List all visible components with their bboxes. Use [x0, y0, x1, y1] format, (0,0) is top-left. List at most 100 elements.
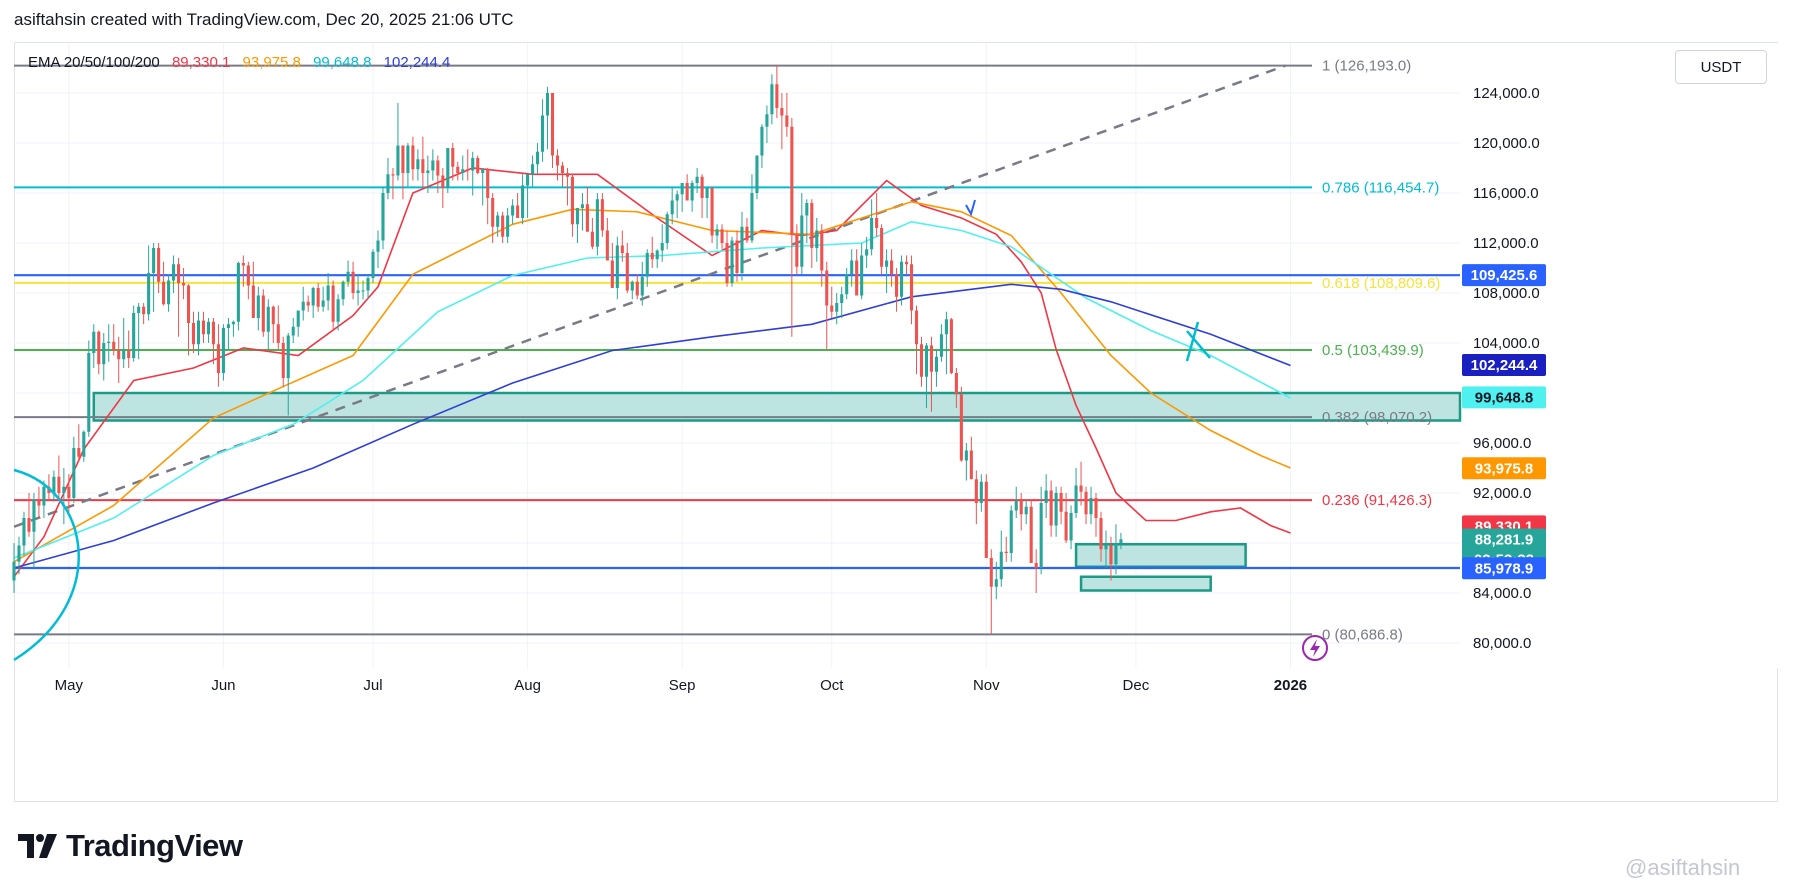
candle: [391, 168, 395, 200]
candle: [720, 224, 724, 250]
candle: [600, 193, 604, 237]
candle-body: [590, 231, 594, 247]
candle: [680, 183, 684, 212]
candle: [825, 261, 829, 350]
candle: [590, 218, 594, 250]
candle: [216, 324, 220, 387]
candle-body: [296, 310, 300, 327]
candle: [755, 155, 759, 200]
candle-body: [181, 283, 186, 286]
candle-body: [635, 281, 639, 296]
candle: [461, 155, 465, 181]
candle-body: [301, 301, 305, 311]
tradingview-logo[interactable]: TradingView: [18, 828, 243, 864]
candle-body: [526, 174, 530, 186]
time-tick-label: Aug: [514, 677, 541, 694]
candle-body: [172, 264, 176, 281]
candle: [311, 286, 315, 318]
candle-body: [27, 518, 31, 532]
candle-body: [944, 319, 948, 335]
candle-body: [1079, 485, 1083, 492]
candle: [1064, 493, 1068, 543]
candle-body: [600, 199, 604, 231]
price-tag-label: 88,281.9: [1475, 531, 1533, 548]
candle-body: [206, 321, 211, 335]
candle-body: [555, 155, 560, 166]
candle-body: [516, 205, 520, 218]
candle: [12, 543, 16, 593]
candle: [77, 424, 81, 462]
candle-body: [506, 215, 510, 237]
candle-body: [680, 183, 684, 195]
candle: [52, 470, 56, 502]
candle: [251, 261, 255, 318]
candle: [157, 243, 161, 293]
candle-body: [550, 93, 555, 156]
candle: [466, 149, 470, 181]
candle-body: [880, 228, 884, 267]
candle: [740, 211, 744, 281]
candle: [67, 474, 71, 512]
ema50-line: [13, 200, 1291, 563]
candle-body: [1054, 493, 1058, 526]
support-zone: [1074, 543, 1247, 568]
candle-body: [1004, 551, 1008, 553]
ema-legend[interactable]: EMA 20/50/100/200 89,330.1 93,975.8 99,6…: [28, 54, 458, 71]
candle-body: [815, 230, 819, 248]
candle: [1009, 505, 1013, 562]
candle-body: [376, 240, 380, 252]
candle: [456, 161, 460, 181]
candle-body: [281, 343, 285, 378]
candle: [1004, 536, 1008, 562]
candle: [172, 255, 176, 293]
candle-body: [112, 341, 116, 351]
candle: [840, 286, 844, 318]
candle: [321, 286, 325, 312]
candle-body: [1009, 510, 1013, 553]
candle: [710, 186, 714, 243]
candle-body: [132, 313, 136, 358]
candle: [979, 474, 983, 512]
candle-body: [969, 450, 973, 480]
candle: [1029, 499, 1033, 563]
candle: [665, 211, 669, 250]
candle: [132, 305, 136, 362]
candle-body: [570, 176, 575, 225]
candle: [610, 243, 614, 288]
candle-body: [540, 115, 545, 152]
candle-body: [984, 481, 988, 558]
candle-body: [127, 350, 131, 358]
annotations-layer: [13, 199, 1328, 662]
price-tick-label: 124,000.0: [1473, 85, 1540, 102]
candle: [351, 261, 355, 300]
candle: [221, 324, 225, 381]
candle-body: [1089, 498, 1093, 515]
time-tick-label: Jul: [363, 677, 382, 694]
candle: [1084, 486, 1088, 525]
candle: [924, 343, 929, 408]
candle: [830, 286, 834, 318]
candle-body: [730, 240, 734, 283]
candle: [580, 193, 584, 231]
currency-selector[interactable]: USDT: [1675, 50, 1767, 84]
candle-body: [416, 159, 420, 170]
candle-body: [710, 188, 714, 236]
candle: [356, 274, 360, 306]
candle: [795, 224, 799, 275]
candle: [256, 286, 260, 331]
candle: [954, 368, 958, 408]
candle: [929, 336, 934, 412]
price-tick-label: 104,000.0: [1473, 335, 1540, 352]
candle: [1014, 486, 1018, 518]
candle: [137, 303, 141, 360]
price-tick-label: 80,000.0: [1473, 635, 1531, 652]
candle-body: [1014, 500, 1018, 511]
candle-body: [655, 250, 659, 260]
candle-body: [850, 260, 854, 275]
candle: [246, 261, 250, 300]
candle-body: [32, 499, 36, 532]
price-tick-label: 112,000.0: [1473, 235, 1539, 252]
candle: [191, 311, 196, 353]
candle-body: [670, 200, 674, 215]
